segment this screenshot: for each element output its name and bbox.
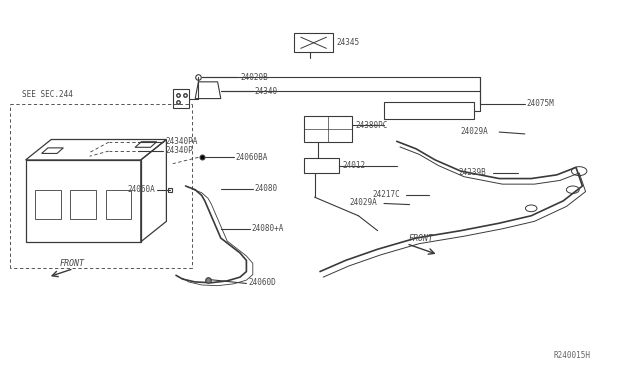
Text: 24020B: 24020B [240, 73, 268, 81]
Text: 24080+A: 24080+A [252, 224, 284, 232]
Text: FRONT: FRONT [408, 234, 433, 243]
Text: SEE SEC.244: SEE SEC.244 [22, 90, 73, 99]
Text: 24060A: 24060A [128, 185, 156, 194]
Text: 24345: 24345 [336, 38, 359, 47]
Text: 24075M: 24075M [527, 99, 554, 108]
Text: 24060D: 24060D [248, 278, 276, 287]
Text: 24060BA: 24060BA [236, 153, 268, 162]
Text: 24340P: 24340P [165, 146, 193, 155]
Text: FRONT: FRONT [60, 259, 84, 267]
Text: R240015H: R240015H [554, 351, 591, 360]
Text: 24012: 24012 [342, 161, 365, 170]
Text: 24340: 24340 [255, 87, 278, 96]
Text: 24080: 24080 [255, 184, 278, 193]
Text: 24380PC: 24380PC [355, 121, 388, 130]
Text: 24340PA: 24340PA [165, 137, 198, 146]
Text: 24239B: 24239B [459, 168, 486, 177]
Text: 24029A: 24029A [350, 198, 378, 207]
Text: 24217C: 24217C [372, 190, 400, 199]
Text: 24029A: 24029A [461, 127, 488, 136]
